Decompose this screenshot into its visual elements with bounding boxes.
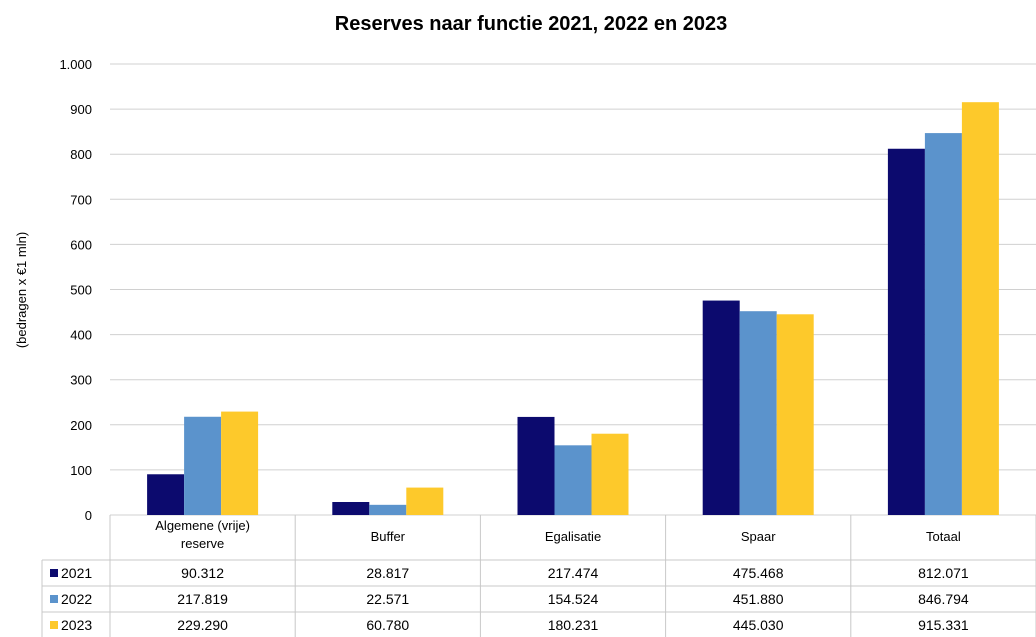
category-label: Buffer — [371, 529, 406, 544]
data-label: 217.474 — [548, 565, 599, 581]
y-tick-label: 300 — [70, 373, 92, 388]
chart-title: Reserves naar functie 2021, 2022 en 2023 — [335, 13, 727, 35]
data-label: 846.794 — [918, 591, 969, 607]
y-tick-label: 200 — [70, 418, 92, 433]
y-tick-label: 100 — [70, 463, 92, 478]
bar-2022-5 — [924, 133, 962, 516]
bar-2022-2 — [369, 504, 407, 515]
legend-label-2022: 2022 — [61, 591, 92, 607]
legend-swatch-2021 — [50, 569, 58, 577]
data-label: 180.231 — [548, 617, 599, 633]
bar-2022-1 — [184, 416, 222, 515]
y-tick-label: 900 — [70, 102, 92, 117]
legend-label-2021: 2021 — [61, 565, 92, 581]
category-label: reserve — [181, 536, 224, 551]
bar-2022-3 — [554, 445, 592, 515]
bar-2021-1 — [147, 474, 185, 515]
category-label: Egalisatie — [545, 529, 601, 544]
bar-2021-4 — [702, 300, 740, 515]
bar-2023-1 — [221, 411, 259, 515]
bar-2023-2 — [406, 487, 444, 515]
data-label: 60.780 — [366, 617, 409, 633]
y-axis-ticks: 0 100 200 300 400 500 600 700 800 900 1.000 — [59, 57, 92, 523]
bar-2023-5 — [961, 102, 999, 515]
bar-2021-3 — [517, 416, 555, 515]
data-label: 445.030 — [733, 617, 784, 633]
bar-2023-3 — [591, 433, 629, 515]
y-tick-label: 0 — [85, 508, 92, 523]
data-label: 154.524 — [548, 591, 599, 607]
legend-swatch-2022 — [50, 595, 58, 603]
legend-label-2023: 2023 — [61, 617, 92, 633]
bars — [147, 102, 999, 516]
data-label: 22.571 — [366, 591, 409, 607]
category-label: Totaal — [926, 529, 961, 544]
bar-2021-2 — [332, 502, 370, 515]
data-label: 812.071 — [918, 565, 969, 581]
y-axis-label: (bedragen x €1 mln) — [14, 232, 29, 348]
y-tick-label: 500 — [70, 283, 92, 298]
data-table: Algemene (vrije) reserve Buffer Egalisatie S… — [41, 515, 1036, 637]
bar-2022-4 — [739, 311, 777, 515]
data-label: 217.819 — [177, 591, 228, 607]
gridlines — [110, 63, 1036, 516]
y-tick-label: 400 — [70, 328, 92, 343]
category-label: Spaar — [741, 529, 776, 544]
category-label: Algemene (vrije) — [155, 518, 250, 533]
bar-2021-5 — [887, 148, 925, 515]
y-tick-label: 800 — [70, 147, 92, 162]
data-label: 451.880 — [733, 591, 784, 607]
data-label: 475.468 — [733, 565, 784, 581]
bar-2023-4 — [776, 314, 814, 515]
legend-swatch-2023 — [50, 621, 58, 629]
data-label: 915.331 — [918, 617, 969, 633]
data-label: 90.312 — [181, 565, 224, 581]
y-tick-label: 700 — [70, 192, 92, 207]
data-label: 229.290 — [177, 617, 228, 633]
data-label: 28.817 — [366, 565, 409, 581]
y-tick-label: 1.000 — [59, 57, 92, 72]
y-tick-label: 600 — [70, 237, 92, 252]
